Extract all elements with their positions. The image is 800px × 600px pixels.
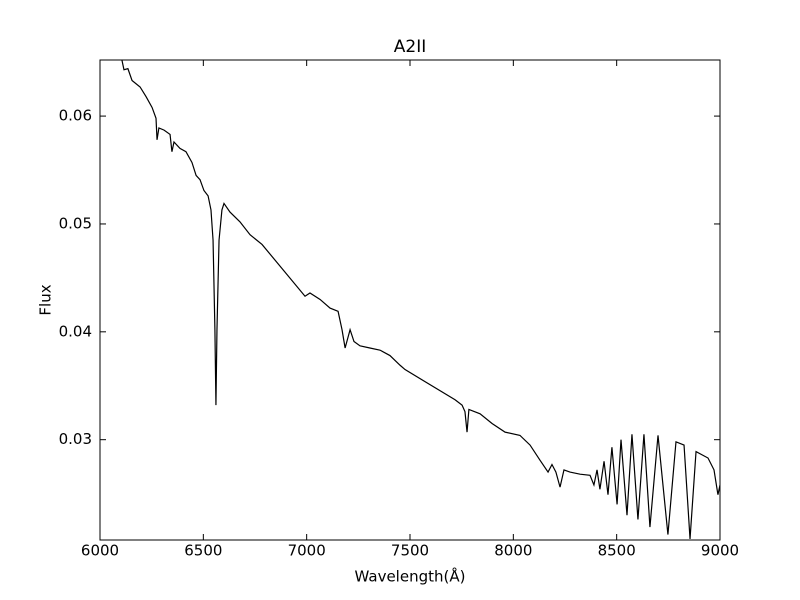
x-tick-label: 8500 bbox=[598, 542, 636, 560]
y-tick-label: 0.03 bbox=[59, 430, 92, 448]
x-tick-label: 6000 bbox=[81, 542, 119, 560]
spectrum-line bbox=[121, 60, 720, 539]
x-axis-label: Wavelength(Å) bbox=[355, 567, 466, 586]
x-tick-label: 7500 bbox=[391, 542, 429, 560]
y-tick-label: 0.06 bbox=[59, 107, 92, 125]
x-tick-label: 6500 bbox=[184, 542, 222, 560]
y-tick-label: 0.04 bbox=[59, 322, 92, 340]
y-axis-label: Flux bbox=[37, 284, 55, 315]
x-tick-label: 8000 bbox=[494, 542, 532, 560]
chart-title: A2II bbox=[394, 37, 426, 57]
x-tick-label: 9000 bbox=[701, 542, 739, 560]
y-tick-label: 0.05 bbox=[59, 214, 92, 232]
plot-frame bbox=[99, 59, 721, 541]
x-tick-label: 7000 bbox=[288, 542, 326, 560]
